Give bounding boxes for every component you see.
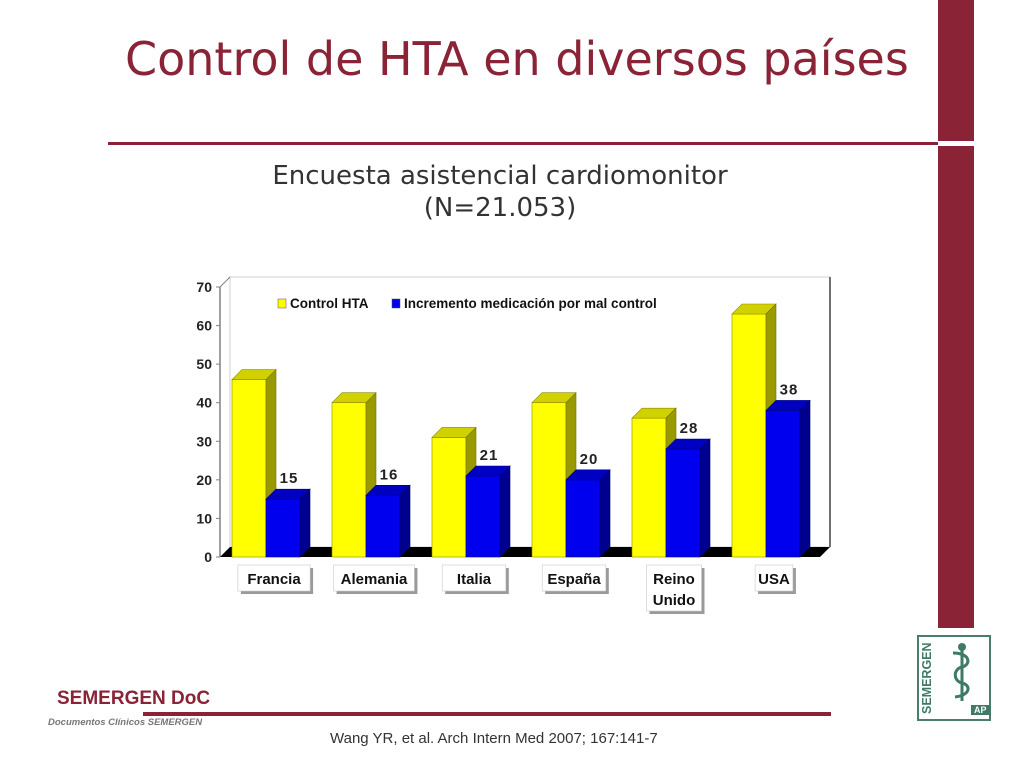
legend-entry: Control HTA — [290, 296, 369, 311]
legend-swatch — [277, 298, 287, 309]
category-label-box — [441, 564, 507, 592]
title-divider — [108, 142, 974, 145]
bar — [331, 402, 367, 558]
y-tick-label: 50 — [196, 356, 212, 372]
data-label: 15 — [280, 470, 299, 487]
y-tick-label: 30 — [196, 433, 212, 449]
data-label: 16 — [380, 466, 399, 483]
bar — [265, 498, 301, 558]
bar — [231, 379, 267, 558]
bar — [431, 437, 467, 558]
citation: Wang YR, et al. Arch Intern Med 2007; 16… — [330, 730, 658, 747]
y-tick-label: 10 — [196, 510, 212, 526]
category-label: Unido — [653, 592, 696, 609]
bar-side — [799, 399, 811, 558]
semergen-ap-logo: SEMERGEN AP — [917, 635, 991, 721]
caduceus-icon — [952, 643, 970, 701]
bar — [665, 448, 701, 558]
right-accent-bar-gap — [938, 141, 974, 146]
bar-side — [599, 469, 611, 558]
bar-side — [699, 438, 711, 558]
bar-side — [499, 465, 511, 558]
category-label: España — [547, 571, 601, 588]
bar — [531, 402, 567, 558]
bar — [465, 475, 501, 558]
right-accent-bar — [938, 0, 974, 628]
data-label: 38 — [780, 381, 799, 398]
category-label: Reino — [653, 571, 695, 588]
bar-chart: 0 10 20 30 40 50 60 70 15 Francia 16 Alemania 21 Ital… — [196, 276, 831, 614]
semergen-ap-logo-text: SEMERGEN — [920, 642, 934, 714]
data-label: 21 — [480, 447, 499, 464]
footer-divider — [143, 712, 831, 716]
semergen-doc-logo: SEMERGEN DoC — [57, 688, 211, 709]
category-label: USA — [758, 571, 790, 588]
legend-swatch — [391, 298, 401, 309]
chart-subtitle: Encuesta asistencial cardiomonitor (N=21… — [200, 160, 800, 224]
legend-entry: Incremento medicación por mal control — [404, 296, 657, 311]
category-label-box — [646, 564, 702, 612]
category-label-box — [333, 564, 415, 592]
semergen-doc-logo-subtitle: Documentos Clínicos SEMERGEN — [48, 717, 203, 728]
category-label: Italia — [457, 571, 492, 588]
category-label-box — [541, 564, 607, 592]
slide-title: Control de HTA en diversos países — [125, 32, 909, 86]
semergen-ap-badge: AP — [971, 705, 990, 715]
subtitle-line-1: Encuesta asistencial cardiomonitor — [272, 161, 728, 191]
bar — [365, 494, 401, 558]
bar-side — [399, 484, 411, 558]
y-tick-label: 70 — [196, 279, 212, 295]
bar — [731, 313, 767, 558]
data-label: 20 — [580, 451, 599, 468]
category-label: Alemania — [341, 571, 408, 588]
category-label-box — [754, 564, 794, 592]
y-tick-label: 20 — [196, 472, 212, 488]
category-label: Francia — [247, 571, 301, 588]
y-tick-label: 0 — [204, 549, 212, 565]
y-tick-label: 40 — [196, 395, 212, 411]
bar — [765, 410, 801, 558]
bar-side — [299, 488, 311, 558]
category-label-box — [237, 564, 311, 592]
bar — [565, 479, 601, 558]
bar — [631, 417, 667, 558]
subtitle-line-2: (N=21.053) — [423, 193, 577, 223]
data-label: 28 — [680, 420, 699, 437]
y-axis-top-depth — [219, 276, 231, 288]
y-tick-label: 60 — [196, 318, 212, 334]
